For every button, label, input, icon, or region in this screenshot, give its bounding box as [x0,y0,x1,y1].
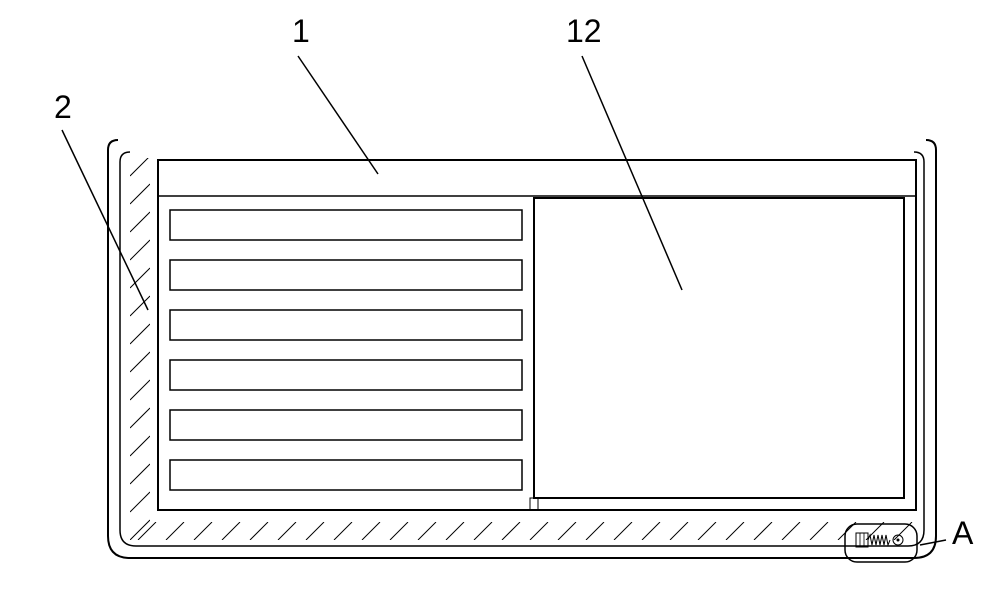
label-12: 12 [566,13,602,49]
technical-diagram: 1212A [0,0,1000,613]
label-1: 1 [292,13,310,49]
label-A: A [952,515,974,551]
label-2: 2 [54,89,72,125]
